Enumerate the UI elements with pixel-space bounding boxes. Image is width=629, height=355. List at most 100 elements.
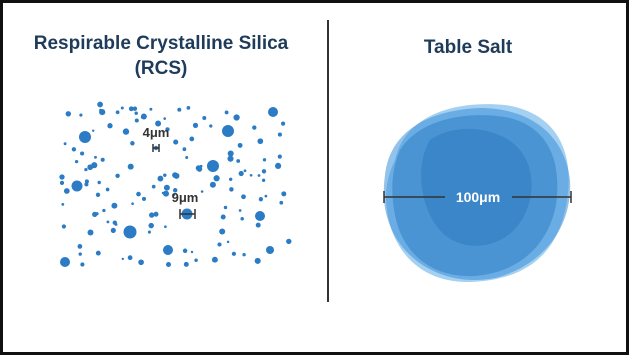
silica-particle	[183, 261, 189, 267]
silica-particle	[102, 208, 106, 213]
silica-particle	[149, 107, 153, 111]
silica-particle	[222, 125, 234, 137]
silica-particle	[233, 114, 240, 121]
silica-particle	[163, 190, 169, 197]
silica-particle	[281, 121, 286, 126]
salt-title: Table Salt	[423, 37, 513, 58]
silica-particle	[224, 110, 229, 115]
silica-particle	[63, 188, 70, 194]
silica-particle	[141, 196, 147, 201]
silica-particle	[59, 174, 65, 180]
silica-particle	[84, 179, 89, 184]
silica-particle	[106, 220, 110, 224]
silica-particle	[92, 211, 98, 218]
silica-particle	[140, 115, 144, 119]
rcs-small-particle-label: 4μm	[143, 125, 170, 140]
silica-particle	[136, 191, 141, 197]
silica-particle	[74, 159, 79, 164]
rcs-title-line1: Respirable Crystalline Silica	[33, 33, 289, 54]
silica-particle	[227, 155, 234, 162]
silica-particle	[217, 242, 222, 247]
silica-particle	[257, 138, 264, 145]
silica-particle	[254, 257, 261, 264]
silica-particle	[227, 150, 234, 157]
silica-particle	[97, 101, 103, 108]
silica-particle	[99, 108, 102, 112]
silica-particle	[163, 173, 167, 177]
silica-particle	[189, 136, 195, 142]
silica-particle	[79, 113, 83, 117]
salt-crystal-layer-3	[392, 115, 558, 277]
silica-particle	[231, 251, 236, 256]
silica-particle	[131, 202, 134, 206]
silica-particle	[229, 177, 233, 181]
silica-particle	[91, 162, 98, 169]
silica-particle	[112, 220, 117, 225]
silica-particle	[122, 128, 130, 135]
silica-particle	[268, 107, 278, 117]
silica-particle	[63, 142, 67, 146]
silica-particle	[258, 197, 264, 202]
silica-particle	[200, 190, 204, 193]
silica-particle	[241, 194, 246, 200]
silica-particle	[127, 255, 133, 261]
silica-particle	[211, 182, 215, 185]
silica-particle	[286, 238, 292, 245]
silica-particle	[84, 182, 89, 187]
silica-particle	[182, 147, 187, 152]
silica-particle	[65, 111, 71, 117]
silica-particle	[97, 180, 101, 185]
silica-particle	[240, 216, 244, 221]
silica-particle	[264, 194, 268, 198]
silica-particle	[132, 106, 138, 111]
silica-particle	[275, 162, 282, 169]
silica-particle	[149, 212, 155, 218]
silica-particle	[107, 123, 113, 129]
silica-particle	[243, 169, 247, 173]
silica-particle	[59, 180, 65, 186]
silica-particle	[95, 250, 101, 256]
silica-particle	[252, 125, 257, 130]
silica-particle	[238, 170, 244, 177]
silica-particle	[134, 118, 139, 123]
silica-particle	[207, 160, 219, 172]
silica-particle	[138, 259, 144, 266]
silica-particle	[177, 107, 182, 112]
silica-particle	[128, 106, 134, 112]
silica-particle	[209, 124, 213, 128]
silica-particle	[80, 151, 85, 156]
silica-particle	[277, 132, 282, 137]
silica-particle	[173, 139, 179, 145]
silica-particle	[61, 203, 65, 206]
silica-particle	[148, 222, 154, 229]
silica-particle	[213, 175, 220, 182]
silica-particle	[279, 200, 284, 205]
silica-particle	[211, 256, 218, 263]
silica-particle	[100, 157, 105, 162]
silica-particle	[121, 257, 125, 261]
silica-particle	[120, 106, 124, 110]
silica-particle	[161, 191, 165, 195]
silica-particle	[255, 211, 265, 221]
silica-particle	[226, 240, 230, 244]
silica-particle	[237, 142, 243, 148]
silica-particle	[115, 110, 120, 115]
silica-particle	[182, 248, 188, 254]
silica-particle	[111, 202, 118, 209]
silica-particle	[261, 178, 266, 182]
silica-particle	[262, 158, 267, 162]
silica-particle	[163, 117, 166, 120]
silica-particle	[127, 163, 134, 170]
silica-particle	[163, 184, 170, 191]
silica-particle	[281, 191, 287, 197]
silica-particle	[199, 164, 203, 168]
silica-particle	[130, 141, 135, 146]
silica-particle	[60, 257, 70, 267]
silica-particle	[229, 187, 234, 192]
silica-particle	[186, 106, 191, 110]
silica-particle	[78, 252, 82, 256]
silica-particle	[115, 173, 120, 179]
silica-particle	[255, 222, 261, 228]
